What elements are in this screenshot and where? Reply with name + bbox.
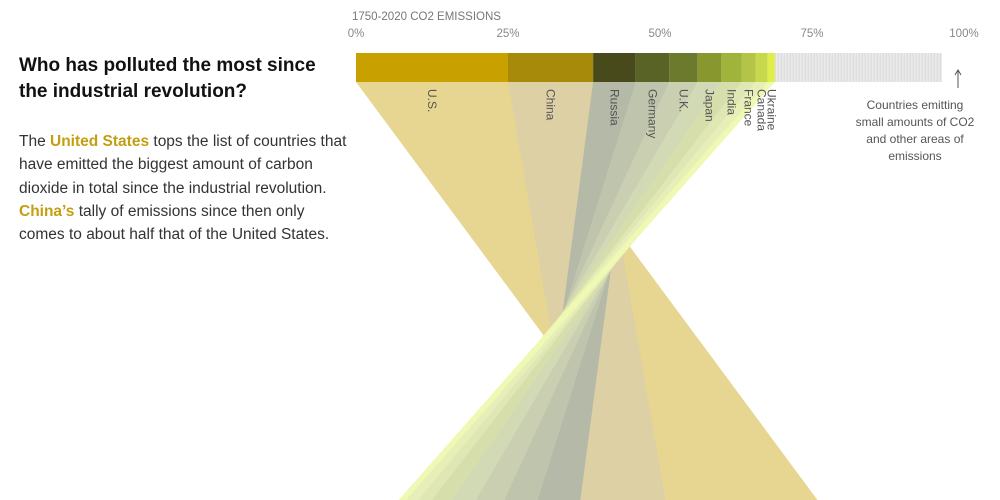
remainder-annotation-line: emissions <box>888 149 941 163</box>
headline: Who has polluted the most since the indu… <box>19 55 316 102</box>
bar-segment-china <box>508 53 594 82</box>
bar-segment-us <box>356 53 508 82</box>
country-label: France <box>741 89 755 127</box>
country-label: Russia <box>607 89 621 126</box>
bar-segment-ukraine <box>767 53 775 82</box>
bar-segment-remainder <box>774 53 942 82</box>
country-label: Canada <box>755 89 769 131</box>
bar-segment-germany <box>635 53 670 82</box>
bar-segment-uk <box>669 53 698 82</box>
chart-title: 1750-2020 CO2 EMISSIONS <box>352 11 501 23</box>
remainder-annotation-line: and other areas of <box>866 132 964 146</box>
ribbon-layer <box>356 82 818 500</box>
ribbon-ukraine <box>398 82 775 500</box>
remainder-annotation-line: Countries emitting <box>867 98 964 112</box>
remainder-annotation: Countries emitting small amounts of CO2 an… <box>856 98 975 163</box>
x-tick-label: 75% <box>800 28 823 40</box>
remainder-annotation-line: small amounts of CO2 <box>856 115 975 129</box>
x-tick-label: 50% <box>648 28 671 40</box>
country-label: U.K. <box>676 89 690 112</box>
intro-highlight: United States <box>50 133 150 150</box>
x-tick-label: 100% <box>949 28 978 40</box>
x-tick-label: 25% <box>496 28 519 40</box>
country-label: U.S. <box>425 89 439 112</box>
bar-segment-france <box>741 53 756 82</box>
x-tick-label: 0% <box>348 28 365 40</box>
bar-segment-canada <box>755 53 768 82</box>
country-label: India <box>724 89 738 115</box>
country-label: Japan <box>703 89 717 122</box>
country-label: Ukraine <box>764 89 778 131</box>
intro-text: tally of emissions since then only comes… <box>19 202 330 244</box>
intro-highlight: China’s <box>19 202 75 220</box>
intro-text: The <box>19 133 51 150</box>
annotation-arrowhead <box>954 69 962 76</box>
intro-text: tops the list of countries that have emi… <box>19 133 347 197</box>
country-label: Germany <box>645 89 659 138</box>
bar-segment-india <box>721 53 742 82</box>
country-label: China <box>544 89 558 121</box>
intro-paragraph: The United States tops the list of count… <box>19 130 349 246</box>
bar-segment-russia <box>593 53 636 82</box>
bar-segment-japan <box>697 53 722 82</box>
